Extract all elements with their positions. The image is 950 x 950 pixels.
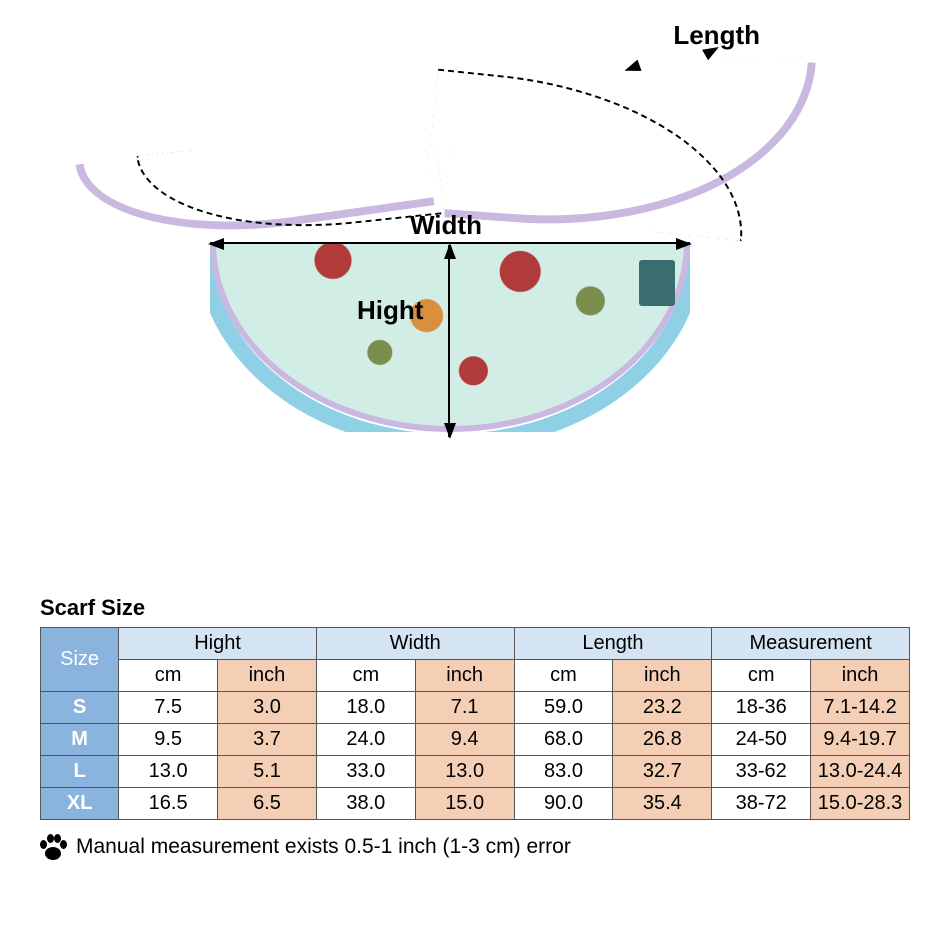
- cell: 13.0: [119, 756, 218, 788]
- brand-tag: [639, 260, 675, 306]
- sub-length-in: inch: [613, 660, 712, 692]
- table-row: M 9.5 3.7 24.0 9.4 68.0 26.8 24-50 9.4-1…: [41, 724, 910, 756]
- cell: 33-62: [712, 756, 811, 788]
- sub-meas-in: inch: [811, 660, 910, 692]
- size-table-area: Scarf Size Size Hight Width Length Measu…: [40, 595, 910, 860]
- sub-hight-in: inch: [218, 660, 317, 692]
- cell: 38-72: [712, 788, 811, 820]
- cell: 24-50: [712, 724, 811, 756]
- table-row: L 13.0 5.1 33.0 13.0 83.0 32.7 33-62 13.…: [41, 756, 910, 788]
- footnote: Manual measurement exists 0.5-1 inch (1-…: [40, 834, 910, 860]
- cell: 7.1: [415, 692, 514, 724]
- header-row-2: cm inch cm inch cm inch cm inch: [41, 660, 910, 692]
- cell: 18.0: [316, 692, 415, 724]
- sub-width-in: inch: [415, 660, 514, 692]
- header-size: Size: [41, 628, 119, 692]
- header-length: Length: [514, 628, 712, 660]
- header-width: Width: [316, 628, 514, 660]
- cell: 59.0: [514, 692, 613, 724]
- cell: 83.0: [514, 756, 613, 788]
- cell: 35.4: [613, 788, 712, 820]
- cell: 7.5: [119, 692, 218, 724]
- cell: 3.7: [218, 724, 317, 756]
- sub-hight-cm: cm: [119, 660, 218, 692]
- table-title: Scarf Size: [40, 595, 910, 621]
- sub-meas-cm: cm: [712, 660, 811, 692]
- length-label: Length: [673, 20, 760, 51]
- product-diagram: Length Width Hight: [80, 20, 870, 470]
- cell: 68.0: [514, 724, 613, 756]
- height-arrow-line: [448, 245, 450, 437]
- cell: 6.5: [218, 788, 317, 820]
- cell: 18-36: [712, 692, 811, 724]
- size-table: Size Hight Width Length Measurement cm i…: [40, 627, 910, 820]
- header-hight: Hight: [119, 628, 317, 660]
- cell: 9.4: [415, 724, 514, 756]
- cell: 16.5: [119, 788, 218, 820]
- cell: 24.0: [316, 724, 415, 756]
- width-label: Width: [410, 210, 482, 241]
- sub-length-cm: cm: [514, 660, 613, 692]
- cell: 15.0: [415, 788, 514, 820]
- cell: 9.4-19.7: [811, 724, 910, 756]
- scarf-fabric: [210, 242, 690, 432]
- length-guide-dash2: [136, 125, 444, 246]
- height-label: Hight: [357, 295, 423, 326]
- header-row-1: Size Hight Width Length Measurement: [41, 628, 910, 660]
- scarf-body: [210, 242, 690, 432]
- paw-icon: [40, 834, 66, 860]
- cell: 13.0: [415, 756, 514, 788]
- cell: 33.0: [316, 756, 415, 788]
- cell: 5.1: [218, 756, 317, 788]
- cell-size: S: [41, 692, 119, 724]
- header-measurement: Measurement: [712, 628, 910, 660]
- cell: 23.2: [613, 692, 712, 724]
- cell: 38.0: [316, 788, 415, 820]
- cell-size: L: [41, 756, 119, 788]
- footnote-text: Manual measurement exists 0.5-1 inch (1-…: [76, 835, 571, 859]
- sub-width-cm: cm: [316, 660, 415, 692]
- cell: 13.0-24.4: [811, 756, 910, 788]
- cell: 9.5: [119, 724, 218, 756]
- table-row: XL 16.5 6.5 38.0 15.0 90.0 35.4 38-72 15…: [41, 788, 910, 820]
- cell: 90.0: [514, 788, 613, 820]
- cell: 7.1-14.2: [811, 692, 910, 724]
- cell: 3.0: [218, 692, 317, 724]
- table-row: S 7.5 3.0 18.0 7.1 59.0 23.2 18-36 7.1-1…: [41, 692, 910, 724]
- cell: 32.7: [613, 756, 712, 788]
- cell-size: XL: [41, 788, 119, 820]
- cell-size: M: [41, 724, 119, 756]
- cell: 15.0-28.3: [811, 788, 910, 820]
- cell: 26.8: [613, 724, 712, 756]
